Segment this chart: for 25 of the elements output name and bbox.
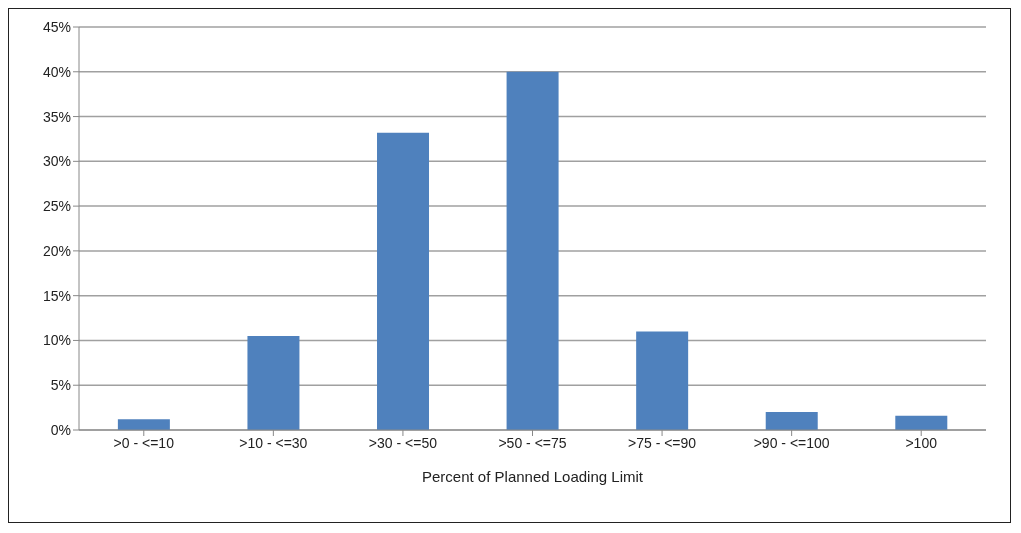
y-tick-label: 20% <box>42 242 71 259</box>
y-tick-label: 25% <box>42 198 71 215</box>
x-tick-label: >30 - <=50 <box>368 434 438 451</box>
bar <box>636 331 689 430</box>
x-tick-label: >100 <box>905 434 938 451</box>
x-tick-label: >90 - <=100 <box>753 434 830 451</box>
x-tick-label: >10 - <=30 <box>239 434 308 451</box>
bar <box>117 419 170 430</box>
y-tick-label: 45% <box>42 18 71 35</box>
y-tick-label: 0% <box>50 421 71 438</box>
y-tick-label: 10% <box>42 332 71 349</box>
y-tick-label: 15% <box>42 287 71 304</box>
x-tick-label: >0 - <=10 <box>113 434 175 451</box>
bar <box>506 71 559 430</box>
x-tick-label: >50 - <=75 <box>498 434 567 451</box>
bar <box>765 412 818 430</box>
bar <box>895 415 948 430</box>
bar <box>247 335 300 430</box>
y-tick-label: 35% <box>42 108 71 125</box>
y-tick-label: 40% <box>42 63 71 80</box>
y-tick-label: 5% <box>50 377 71 394</box>
x-axis-title: Percent of Planned Loading Limit <box>422 468 644 485</box>
bar <box>377 132 430 430</box>
x-tick-label: >75 - <=90 <box>628 434 697 451</box>
y-tick-label: 30% <box>42 153 71 170</box>
